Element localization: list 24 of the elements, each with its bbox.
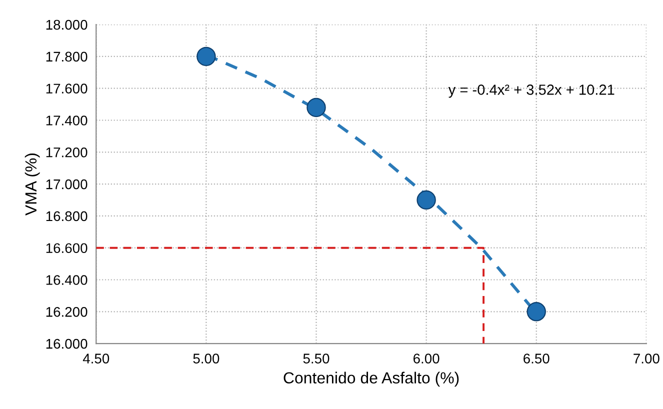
y-tick-label: 17.400 xyxy=(46,116,88,126)
y-tick-label: 16.400 xyxy=(46,275,88,285)
y-tick-label: 16.800 xyxy=(46,211,88,222)
point xyxy=(306,98,326,118)
x-axis-title: Contenido de Asfalto (%) xyxy=(284,372,459,387)
y-tick-label: 16.000 xyxy=(46,338,88,349)
x-tick-label: 7.00 xyxy=(634,354,660,364)
x-tick-label: 6.00 xyxy=(414,354,440,364)
annotation: y = -0.4x² + 3.52x + 10.21 xyxy=(448,84,614,98)
point xyxy=(416,190,436,210)
y-tick-label: 17.200 xyxy=(46,147,88,158)
x-tick-label: 6.50 xyxy=(524,354,550,364)
x-tick-label: 5.50 xyxy=(303,354,330,364)
y-tick-label: 17.800 xyxy=(46,52,88,62)
x-tick-label: 4.50 xyxy=(82,354,110,364)
y-axis-title: VMA (%) xyxy=(24,154,40,216)
y-tick-label: 16.600 xyxy=(46,243,88,254)
point xyxy=(526,302,546,322)
y-tick-label: 17.600 xyxy=(46,84,88,94)
y-tick-label: 18.000 xyxy=(46,20,88,30)
y-tick-label: 17.000 xyxy=(46,179,88,190)
x-tick-label: 5.00 xyxy=(193,354,220,364)
point xyxy=(196,46,216,66)
y-tick-label: 16.200 xyxy=(46,306,88,317)
